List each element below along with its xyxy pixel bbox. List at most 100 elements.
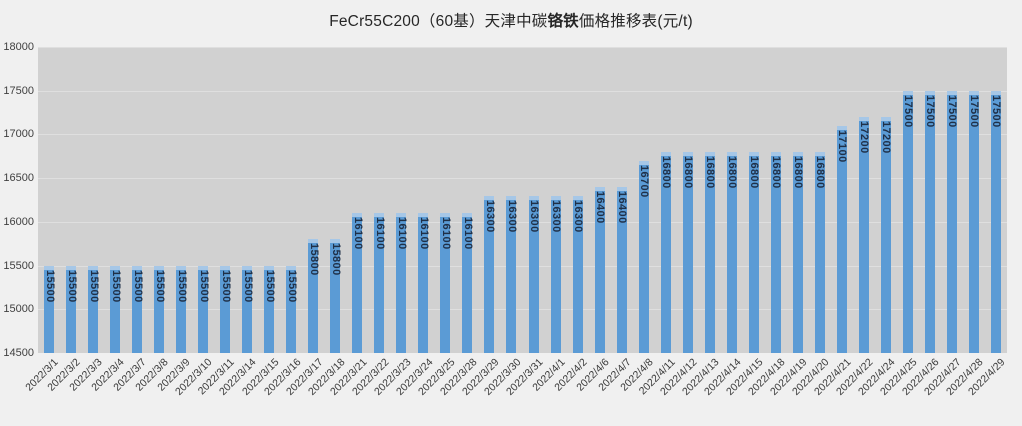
bar — [154, 265, 165, 353]
bar-top-highlight — [858, 116, 869, 121]
bar — [946, 90, 957, 353]
bar-value-label: 16400 — [616, 190, 629, 224]
bar-value-label: 15500 — [285, 269, 298, 303]
bar — [308, 239, 319, 353]
bar-top-highlight — [990, 90, 1001, 95]
bar-value-label: 16800 — [770, 155, 783, 189]
bar-value-label: 17500 — [902, 94, 915, 128]
bar-value-label: 17500 — [968, 94, 981, 128]
bar-top-highlight — [946, 90, 957, 95]
bar — [572, 195, 583, 353]
bar — [968, 90, 979, 353]
bar — [440, 213, 451, 353]
y-axis-label: 16000 — [3, 215, 34, 228]
bar-value-label: 16100 — [417, 217, 430, 250]
bar — [352, 213, 363, 353]
bar-top-highlight — [814, 151, 825, 156]
bar-top-highlight — [880, 116, 891, 121]
bar-value-label: 16100 — [351, 217, 364, 250]
bar-top-highlight — [902, 90, 913, 95]
bar-top-highlight — [132, 265, 143, 270]
bar-top-highlight — [682, 151, 693, 156]
bar-value-label: 15500 — [65, 269, 78, 303]
bar — [792, 151, 803, 353]
bar — [748, 151, 759, 353]
bar-value-label: 16800 — [704, 155, 717, 189]
bar-value-label: 15500 — [219, 269, 232, 303]
bar-top-highlight — [748, 151, 759, 156]
bar-top-highlight — [286, 265, 297, 270]
bar-value-label: 16400 — [594, 190, 607, 224]
bar-top-highlight — [484, 195, 495, 200]
y-axis-label: 16500 — [3, 172, 34, 185]
bar-top-highlight — [594, 186, 605, 191]
bar-top-highlight — [44, 265, 54, 270]
bar-top-highlight — [418, 213, 429, 218]
y-axis-label: 18000 — [3, 41, 34, 53]
bar-top-highlight — [242, 265, 253, 270]
bar-value-label: 16800 — [682, 155, 695, 189]
bar-value-label: 15500 — [175, 269, 188, 303]
bar-value-label: 15800 — [329, 243, 342, 276]
bar-top-highlight — [836, 125, 847, 130]
bar-value-label: 16300 — [505, 199, 518, 233]
bar-value-label: 15500 — [241, 269, 254, 303]
bar-value-label: 15800 — [307, 243, 320, 276]
bar-value-label: 15500 — [87, 269, 100, 303]
y-axis-label: 17000 — [3, 128, 34, 141]
bar-top-highlight — [770, 151, 781, 156]
bar — [704, 151, 715, 353]
bar-top-highlight — [220, 265, 231, 270]
bar-value-label: 17200 — [880, 120, 893, 154]
bar-top-highlight — [462, 213, 473, 218]
bar-top-highlight — [264, 265, 275, 270]
bar-value-label: 17500 — [990, 94, 1003, 128]
bar-top-highlight — [352, 213, 363, 218]
bar — [594, 186, 605, 353]
gridline — [38, 178, 1007, 180]
bar — [176, 265, 187, 353]
bar — [528, 195, 539, 353]
bar-top-highlight — [88, 265, 99, 270]
bar — [462, 213, 473, 353]
chart-title-emphasis: 铬铁 — [547, 13, 579, 30]
bar — [286, 265, 297, 353]
bar-top-highlight — [198, 265, 209, 270]
bar-value-label: 16800 — [792, 155, 805, 189]
bar — [396, 213, 407, 353]
y-axis-label: 15000 — [3, 303, 34, 316]
gridline — [38, 47, 1007, 48]
bar — [814, 151, 825, 353]
bar-top-highlight — [374, 213, 385, 218]
bar-top-highlight — [154, 265, 165, 270]
bar-value-label: 16100 — [439, 217, 452, 250]
bar-top-highlight — [440, 213, 451, 218]
chart-title: FeCr55C200（60基）天津中碳铬铁価格推移表(元/t) — [0, 9, 1022, 31]
bar-top-highlight — [66, 265, 77, 270]
bar-value-label: 16100 — [373, 217, 386, 250]
bar-value-label: 17500 — [924, 94, 937, 128]
gridline — [38, 90, 1007, 92]
bar — [836, 125, 847, 353]
bar-top-highlight — [616, 186, 627, 191]
bar — [770, 151, 781, 353]
bar-top-highlight — [968, 90, 979, 95]
bar — [902, 90, 913, 353]
bar — [198, 265, 209, 353]
y-axis-label: 15500 — [3, 259, 34, 272]
bar-value-label: 17100 — [836, 129, 849, 163]
bar-top-highlight — [176, 265, 187, 270]
bar-top-highlight — [550, 195, 561, 200]
bar-value-label: 15500 — [197, 269, 210, 303]
bar — [484, 195, 495, 353]
bar-top-highlight — [726, 151, 737, 156]
bar-value-label: 16800 — [726, 155, 739, 189]
y-axis-label: 17500 — [3, 84, 34, 97]
bar — [418, 213, 429, 353]
bar-value-label: 16800 — [814, 155, 827, 189]
bar — [132, 265, 143, 353]
bar-value-label: 16300 — [572, 199, 585, 233]
chart-title-prefix: FeCr55C200（60基）天津中碳 — [329, 13, 548, 30]
bar — [726, 151, 737, 353]
